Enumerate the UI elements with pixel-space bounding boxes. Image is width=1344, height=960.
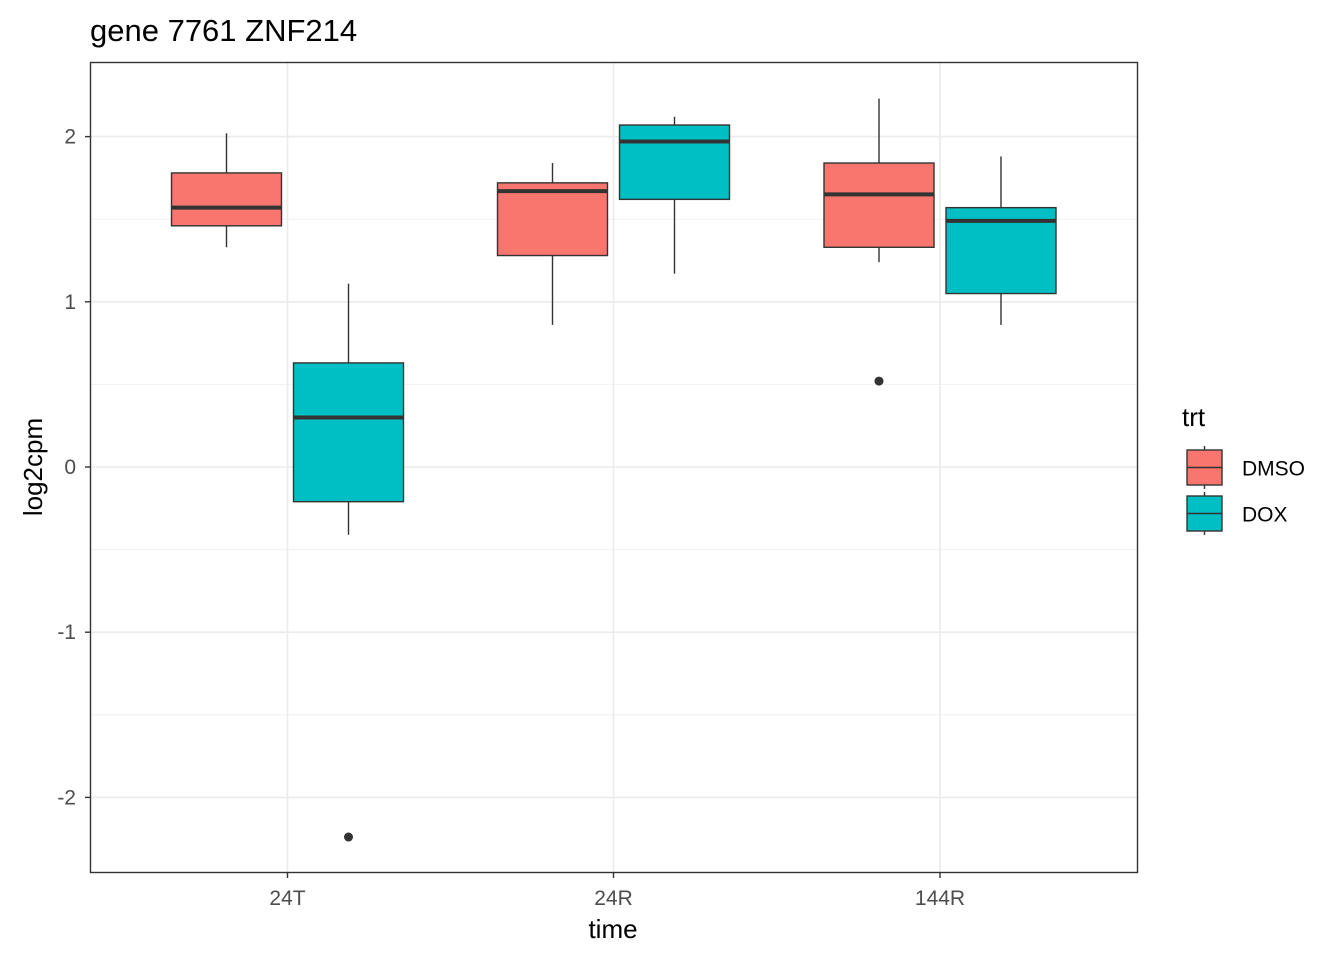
x-tick-label: 24R	[594, 887, 633, 910]
box-iqr	[292, 362, 405, 503]
box-dox-24r	[618, 116, 731, 274]
box-iqr	[618, 124, 731, 201]
x-axis-title: time	[588, 914, 637, 944]
y-tick-label: -2	[57, 786, 76, 809]
x-tick-label: 144R	[915, 887, 965, 910]
box-dox-24t	[292, 283, 405, 842]
outlier-point	[344, 832, 353, 842]
legend-title: trt	[1182, 402, 1206, 432]
box-dmso-24r	[496, 163, 609, 325]
legend-key-dmso	[1186, 446, 1223, 489]
x-tick-label: 24T	[269, 887, 305, 910]
box-iqr	[823, 162, 935, 248]
chart-title: gene 7761 ZNF214	[90, 13, 357, 48]
y-tick-label: 0	[64, 456, 76, 479]
legend-label-dox: DOX	[1242, 504, 1288, 527]
y-tick-label: 1	[64, 291, 76, 314]
outlier-point	[874, 376, 884, 386]
box-iqr	[170, 172, 283, 227]
box-dmso-24t	[170, 133, 283, 248]
axes: -2 -1 0 1 2 24T 24R 144R	[57, 126, 965, 910]
legend-label-dmso: DMSO	[1242, 458, 1305, 481]
box-dmso-144r	[823, 98, 935, 386]
y-tick-label: -1	[57, 621, 76, 644]
box-iqr	[496, 182, 609, 257]
y-tick-label: 2	[64, 126, 76, 149]
legend-key-dox	[1186, 492, 1223, 535]
boxes	[170, 98, 1057, 842]
legend: trt DMSO DOX	[1182, 402, 1305, 535]
box-dox-144r	[945, 156, 1057, 325]
y-axis-title: log2cpm	[18, 418, 48, 516]
